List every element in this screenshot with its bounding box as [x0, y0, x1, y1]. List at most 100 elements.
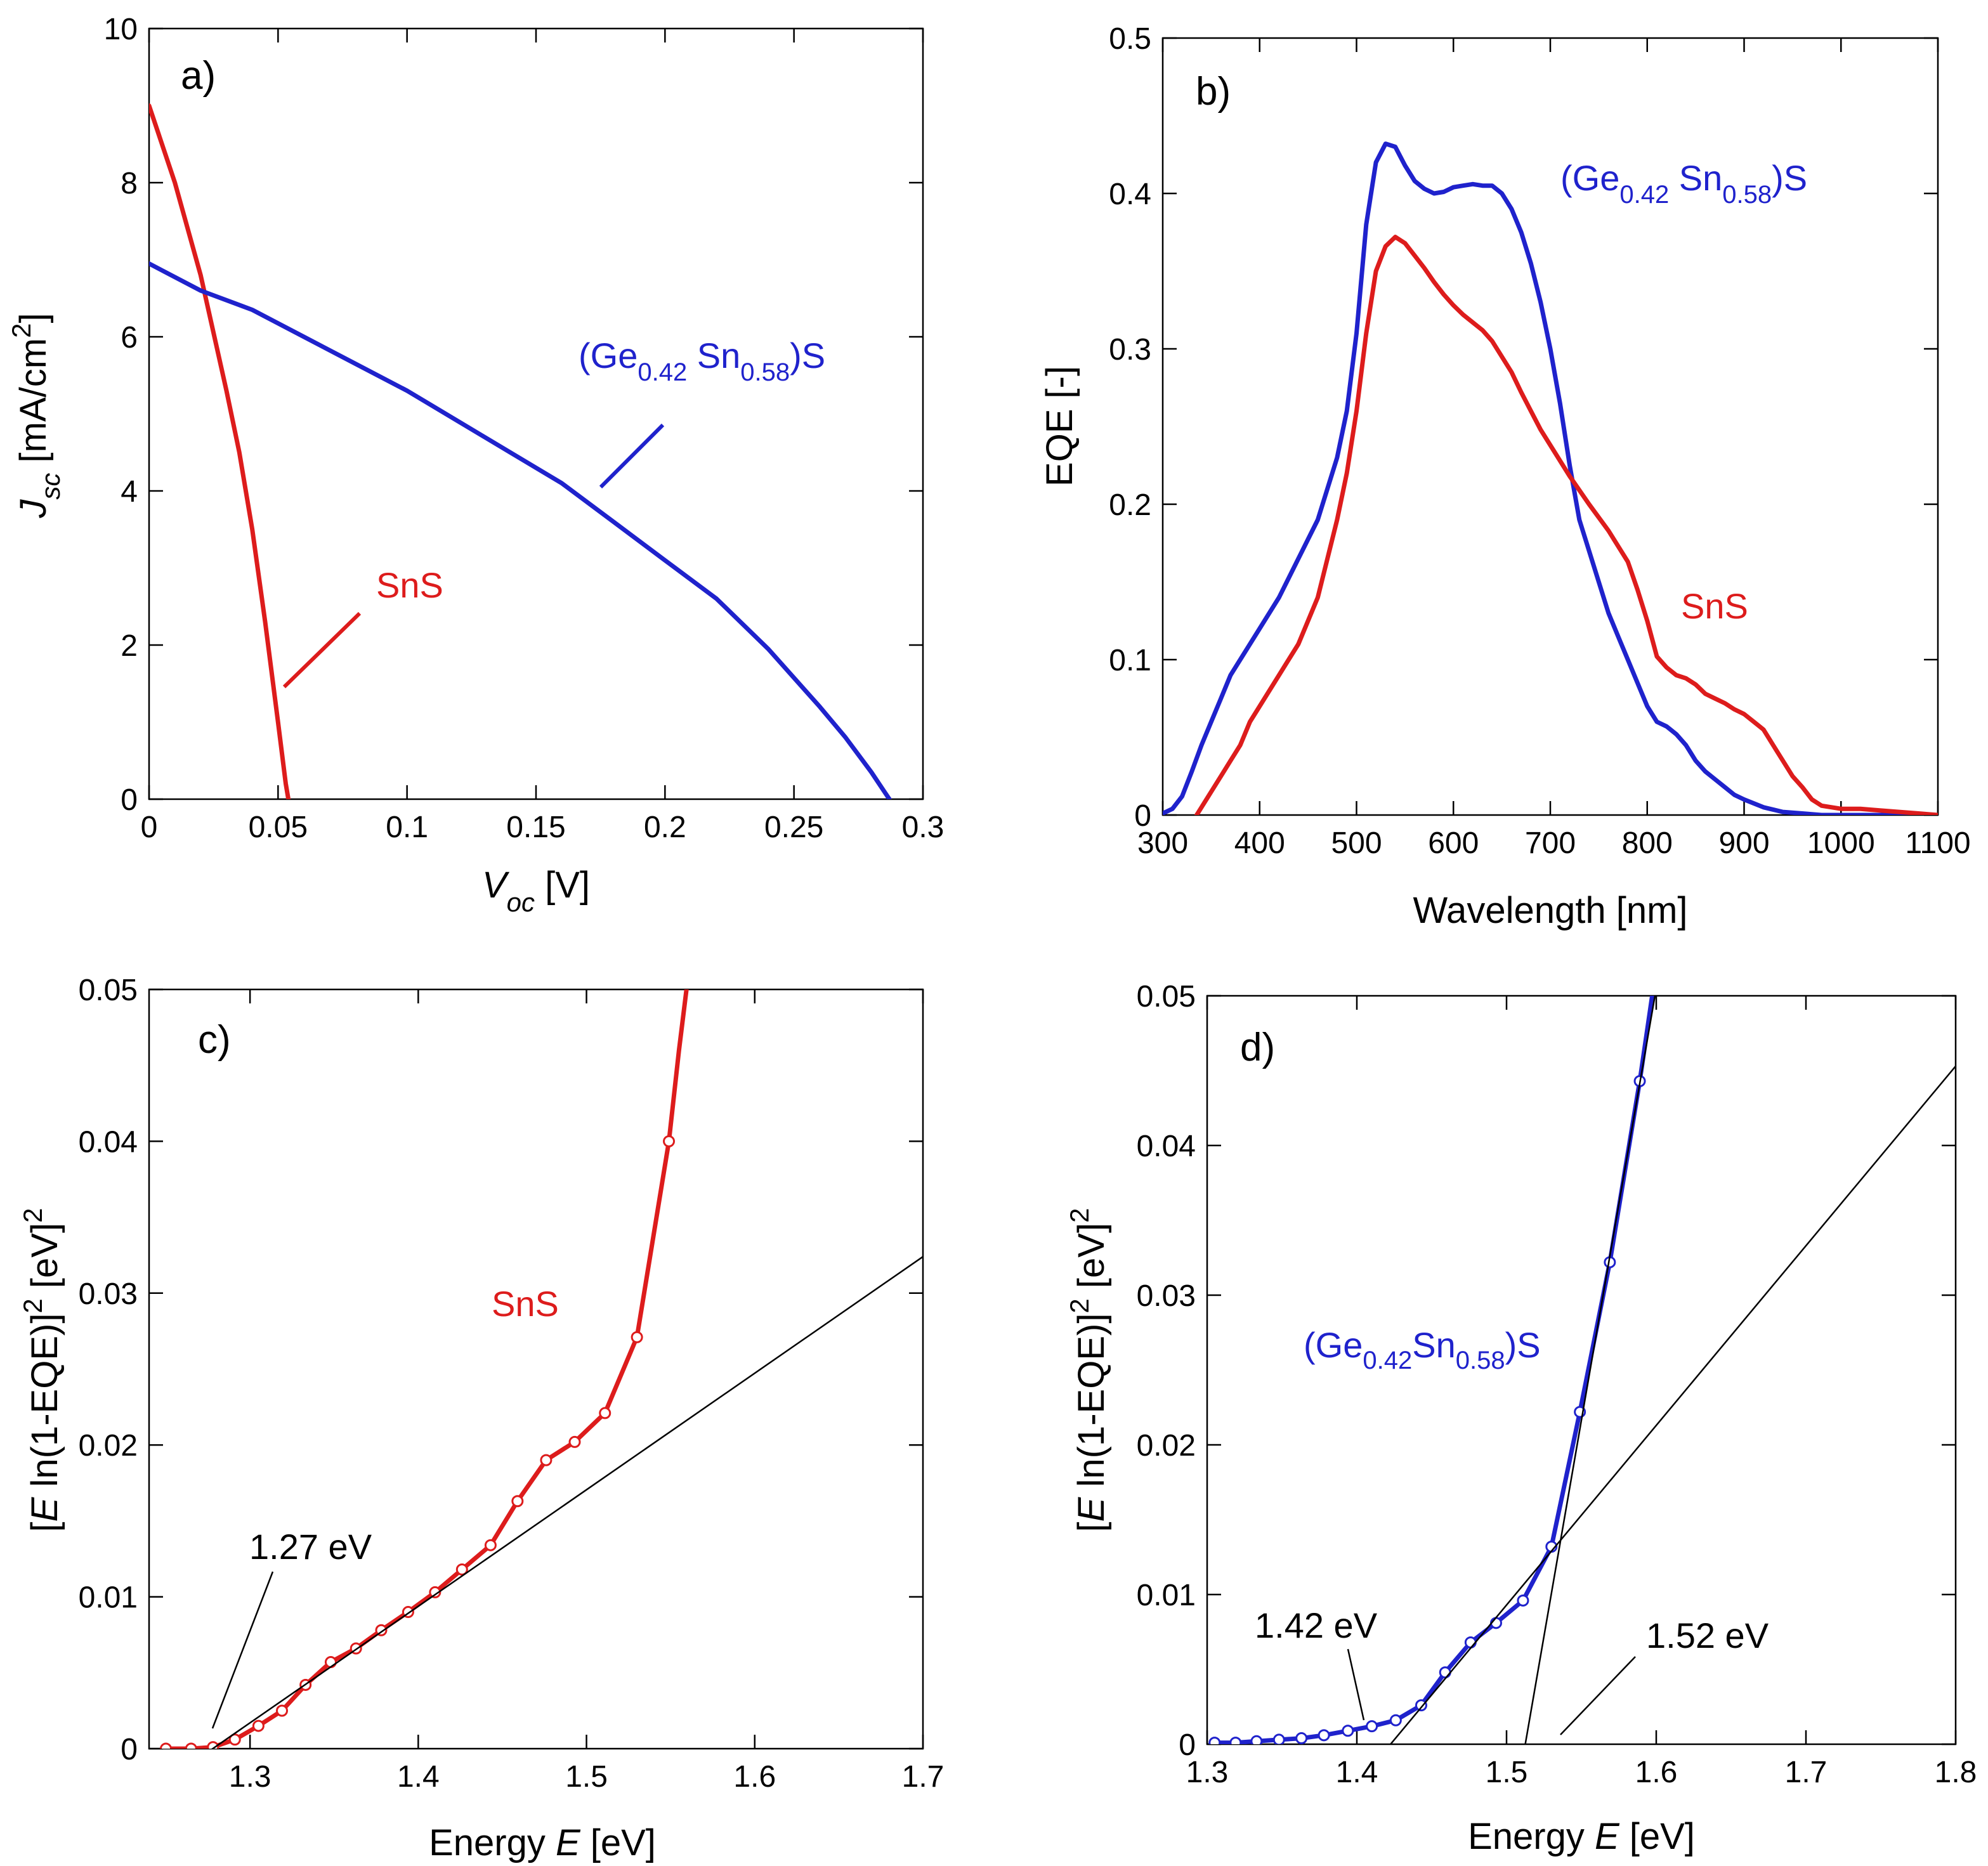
panel-b-y-tick-label: 0.1 [1109, 644, 1151, 677]
panel-c-plot-frame [148, 988, 924, 1750]
panel-d-y-tick-label: 0.03 [1137, 1279, 1196, 1313]
panel-b-x-tick-label: 500 [1331, 826, 1382, 860]
panel-c-x-tick-label: 1.5 [565, 1760, 608, 1794]
panel-a-gesns-end: )S [790, 336, 825, 375]
panel-c-y-ticks: 0 0.01 0.02 0.03 0.04 0.05 [79, 974, 923, 1766]
panel-b-y-ticks: 0 0.1 0.2 0.3 0.4 0.5 [1109, 22, 1938, 833]
panel-d-gesns-sub2: 0.58 [1456, 1347, 1505, 1374]
panel-a-y-tick-label: 10 [104, 13, 138, 46]
panel-c-series-sns-point [429, 1586, 441, 1598]
panel-d-xlabel-var: E [1595, 1816, 1620, 1857]
panel-d-ylabel-var: E [1071, 1496, 1112, 1522]
panel-d-y-tick-label: 0.05 [1137, 980, 1196, 1014]
panel-a-gesns-leader [599, 423, 665, 489]
panel-a-gesns-sub2: 0.58 [740, 358, 790, 386]
panel-c-ylabel-pre: [ [24, 1522, 65, 1532]
panel-a-ylabel-var: J [13, 499, 54, 519]
panel-a-x-tick-label: 0.25 [764, 811, 823, 844]
panel-c-xlabel-rest: [eV] [580, 1822, 656, 1863]
panel-c-series-sns-point [276, 1704, 289, 1717]
panel-a-gesns-mid: Sn [687, 336, 740, 375]
panel-d-series-ge0-42sn0-58-s-point [1439, 1666, 1451, 1679]
panel-b-x-ticks: 300 400 500 600 700 800 900 1000 1100 [1137, 38, 1971, 860]
panel-d-x-tick-label: 1.8 [1935, 1756, 1977, 1789]
panel-d-series-ge0-42sn0-58-s-point [1208, 1737, 1221, 1744]
panel-c-x-tick-label: 1.4 [397, 1760, 440, 1794]
panel-c-series-sns-point [631, 1331, 643, 1343]
panel-d-series-ge0-42sn0-58-s-point [1229, 1737, 1242, 1744]
panel-b-x-tick-label: 900 [1718, 826, 1769, 860]
panel-a-y-tick-label: 6 [121, 321, 138, 355]
panel-b-y-tick-label: 0.5 [1109, 22, 1151, 56]
panel-a-x-tick-label: 0.3 [902, 811, 945, 844]
panel-b-gesns-sub1: 0.42 [1619, 181, 1669, 209]
panel-c-y-tick-label: 0.01 [79, 1581, 138, 1615]
panel-d-ylabel-mid: ln(1-EQE)] [1071, 1314, 1112, 1497]
panel-d-bandgap2-label: 1.52 eV [1646, 1615, 1769, 1655]
panel-a-gesns-sub1: 0.42 [638, 358, 687, 386]
panel-d-plot-frame [1206, 995, 1957, 1745]
panel-c-series-sns-point [511, 1495, 524, 1508]
panel-c-series-sns-point [540, 1454, 553, 1466]
panel-d-bandgap1-leader [1347, 1648, 1365, 1721]
panel-a-xlabel-sub: oc [507, 887, 535, 917]
panel-b-x-tick-label: 800 [1622, 826, 1673, 860]
panel-c-x-tick-label: 1.6 [733, 1760, 776, 1794]
panel-a-y-tick-label: 4 [121, 475, 138, 509]
panel-d-x-tick-label: 1.7 [1785, 1756, 1828, 1789]
panel-d-series-ge0-42sn0-58-s-point [1415, 1699, 1427, 1712]
panel-c-ylabel-sup1: 2 [18, 1298, 48, 1313]
panel-d-gesns-end: )S [1505, 1325, 1541, 1365]
panel-d-gesns-mid: Sn [1412, 1325, 1456, 1365]
panel-b-x-tick-label: 700 [1525, 826, 1576, 860]
panel-a-x-ticks: 0 0.05 0.1 0.15 0.2 0.25 0.3 [141, 29, 945, 844]
panel-d-y-tick-label: 0.04 [1137, 1130, 1196, 1163]
panel-d-x-tick-label: 1.3 [1186, 1756, 1229, 1789]
panel-d-series-fit2-line [1524, 996, 1656, 1744]
panel-d-series-fit1-line [1389, 1065, 1956, 1744]
panel-a-ylabel-sub: sc [36, 473, 65, 500]
panel-c-x-axis-label: Energy E [eV] [429, 1822, 656, 1863]
panel-d-xlabel-rest: [eV] [1619, 1816, 1695, 1857]
panel-b-gesns-main: (Ge [1560, 158, 1619, 198]
panel-d-series-ge0-42sn0-58-s-point [1250, 1735, 1263, 1744]
panel-c-label: c) [198, 1018, 231, 1062]
panel-b-y-tick-label: 0.4 [1109, 178, 1151, 211]
panel-a-xlabel-var: V [482, 864, 510, 906]
panel-c-bandgap-leader [211, 1571, 274, 1729]
panel-c-series [160, 989, 923, 1749]
panel-c-series-sns-point [207, 1741, 219, 1749]
panel-c-series-sns-point [324, 1656, 337, 1669]
panel-d-series-ge0-42sn0-58-s-point [1318, 1729, 1330, 1742]
panel-c-series-sns-point [568, 1435, 581, 1448]
panel-c-y-tick-label: 0.02 [79, 1429, 138, 1463]
panel-d-y-ticks: 0 0.01 0.02 0.03 0.04 0.05 [1137, 980, 1956, 1762]
panel-b-gesns-sub2: 0.58 [1722, 181, 1772, 209]
panel-a-y-tick-label: 2 [121, 629, 138, 663]
panel-a-series [149, 103, 892, 799]
panel-c-x-ticks: 1.3 1.4 1.5 1.6 1.7 [229, 989, 944, 1794]
panel-c-ylabel-sup2: 2 [18, 1208, 48, 1223]
panel-b-eqe-chart: 300 400 500 600 700 800 900 1000 1100 0 0.1 0.2 0.3… [1039, 22, 1971, 931]
panel-a-y-tick-label: 8 [121, 167, 138, 200]
panel-c-y-tick-label: 0.04 [79, 1125, 138, 1159]
panel-c-series-sns-point [185, 1742, 197, 1749]
panel-d-series-ge0-42sn0-58-s-point [1517, 1594, 1529, 1607]
panel-a-label: a) [181, 54, 216, 98]
panel-a-x-tick-label: 0.1 [386, 811, 428, 844]
panel-a-x-tick-label: 0.05 [249, 811, 308, 844]
panel-b-sns-label: SnS [1681, 586, 1748, 626]
panel-a-sns-label: SnS [376, 565, 443, 605]
panel-c-x-tick-label: 1.3 [229, 1760, 271, 1794]
panel-d-series-ge0-42sn0-58-s-point [1366, 1720, 1378, 1733]
panel-c-xlabel-var: E [556, 1822, 581, 1863]
panel-b-series [1163, 141, 1938, 815]
panel-b-plot-frame [1161, 37, 1939, 816]
panel-a-ylabel-end: ] [13, 313, 54, 323]
panel-c-series-fit-line [211, 1256, 923, 1749]
panel-b-x-axis-label: Wavelength [nm] [1413, 890, 1687, 931]
panel-b-y-tick-label: 0.2 [1109, 488, 1151, 522]
panel-b-label: b) [1196, 70, 1231, 114]
panel-b-x-tick-label: 400 [1234, 826, 1285, 860]
